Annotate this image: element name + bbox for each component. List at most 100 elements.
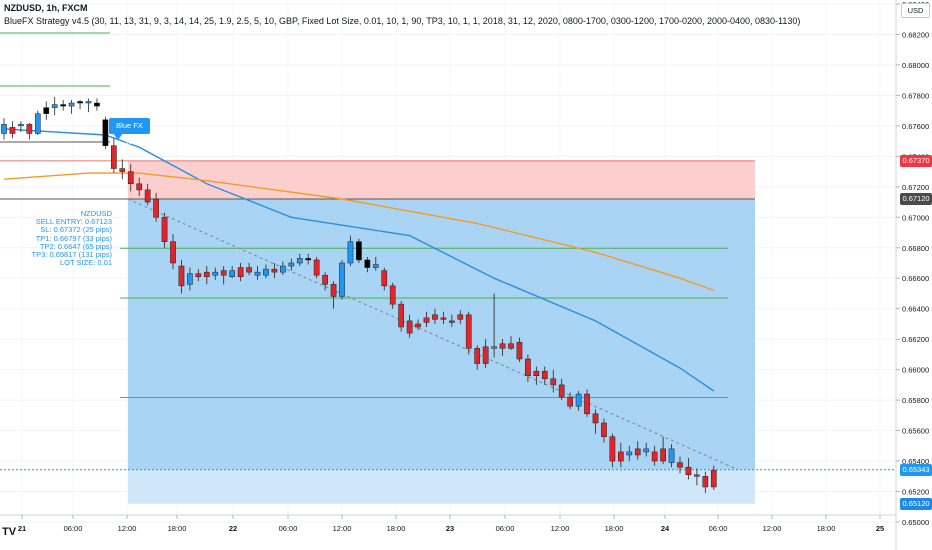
candle-body [660, 448, 666, 462]
x-tick-label: 12:00 [118, 524, 137, 533]
target-price-badge: 0.65120 [900, 497, 932, 510]
y-tick-label: 0.67800 [902, 91, 929, 100]
y-tick-label: 0.65200 [902, 488, 929, 497]
x-tick-label: 06:00 [709, 524, 728, 533]
trade-tp2: TP2: 0.6647 (65 pips) [39, 241, 112, 251]
candle-body [178, 265, 185, 287]
x-tick-label: 22 [229, 524, 237, 533]
candle-body [575, 393, 582, 407]
x-tick-label: 18:00 [168, 524, 187, 533]
trade-lot-size: LOT SIZE: 0.01 [60, 258, 112, 268]
take-profit-zone [128, 199, 755, 470]
candle-body [550, 378, 557, 386]
x-tick-label: 18:00 [817, 524, 836, 533]
candle-body [389, 285, 396, 305]
x-tick-label: 06:00 [496, 524, 515, 533]
candle-body [280, 265, 286, 273]
candle-body [170, 241, 176, 264]
candle-body [187, 273, 193, 285]
candle-body [229, 270, 236, 277]
candle-body [153, 198, 159, 218]
candle-body [94, 102, 100, 107]
candle-body [9, 127, 16, 134]
candle-body [567, 396, 573, 407]
x-tick-label: 06:00 [279, 524, 298, 533]
sl-price-badge: 0.67370 [900, 154, 932, 167]
candle-body [432, 314, 438, 320]
candle-body [1, 124, 7, 134]
candle-body [60, 104, 66, 107]
candle-body [558, 384, 565, 398]
trade-tp3: TP3: 0.65817 (131 pips) [31, 250, 112, 260]
x-tick-label: 12:00 [333, 524, 352, 533]
candle-body [702, 476, 709, 488]
y-tick-label: 0.67600 [902, 122, 929, 131]
candle-body [499, 343, 506, 349]
x-tick-label: 12:00 [763, 524, 782, 533]
candle-body [634, 448, 641, 456]
y-tick-label: 0.67000 [902, 213, 929, 222]
candle-body [339, 262, 345, 297]
candle-body [516, 341, 523, 360]
x-tick-label: 23 [446, 524, 454, 533]
candle-body [651, 451, 658, 462]
candle-body [465, 314, 472, 349]
y-tick-label: 0.65600 [902, 427, 929, 436]
candle-body [457, 314, 464, 320]
candle-body [18, 124, 24, 127]
x-tick-label: 18:00 [387, 524, 406, 533]
candle-body [111, 145, 117, 169]
time-axis[interactable]: 21 06:00 12:00 18:00 22 06:00 12:00 18:00 23 06:0… [0, 514, 896, 533]
candle-body [609, 436, 616, 462]
candle-body [525, 358, 531, 376]
trade-levels [0, 32, 896, 471]
candle-body [119, 168, 126, 172]
candle-body [330, 284, 337, 297]
target-extension-zone [128, 469, 755, 504]
y-tick-label: 0.68200 [902, 30, 929, 39]
x-tick-label: 25 [876, 524, 884, 533]
tradingview-logo: TV [2, 526, 17, 538]
candle-body [626, 451, 633, 456]
candle-body [533, 370, 540, 376]
candle-body [43, 107, 50, 114]
candle-body [694, 474, 700, 477]
candle-body [618, 451, 624, 462]
candle-body [68, 102, 75, 107]
y-tick-label: 0.67200 [902, 183, 929, 192]
candle-body [541, 370, 548, 380]
candle-body [220, 270, 227, 276]
currency-button[interactable]: USD [901, 3, 930, 18]
candle-body [51, 104, 58, 108]
candles [1, 96, 717, 494]
candle-body [136, 183, 143, 191]
y-tick-label: 0.66800 [902, 244, 929, 253]
candle-body [313, 259, 320, 276]
x-tick-label: 24 [661, 524, 670, 533]
candle-body [203, 271, 210, 277]
candle-body [381, 270, 388, 287]
candle-body [271, 268, 278, 273]
x-tick-label: 21 [18, 524, 26, 533]
candle-body [677, 462, 683, 468]
trade-info-panel: NZDUSD SELL ENTRY: 0.67123 SL: 0.67372 (… [8, 209, 112, 268]
stop-loss-zone [128, 160, 755, 200]
candle-body [668, 448, 675, 463]
candle-body [26, 124, 33, 134]
y-tick-label: 0.66400 [902, 305, 929, 314]
candle-body [592, 413, 599, 424]
moving-averages [3, 128, 715, 392]
candle-body [482, 346, 489, 364]
candle-body [237, 267, 244, 277]
candle-body [415, 323, 421, 328]
y-tick-label: 0.66600 [902, 274, 929, 283]
candle-body [322, 274, 328, 285]
candle-body [246, 267, 252, 273]
candle-body [364, 259, 371, 268]
candle-body [102, 119, 109, 146]
candle-body [127, 171, 134, 185]
candle-body [288, 262, 295, 267]
y-tick-label: 0.66000 [902, 366, 929, 375]
candle-body [372, 264, 379, 268]
